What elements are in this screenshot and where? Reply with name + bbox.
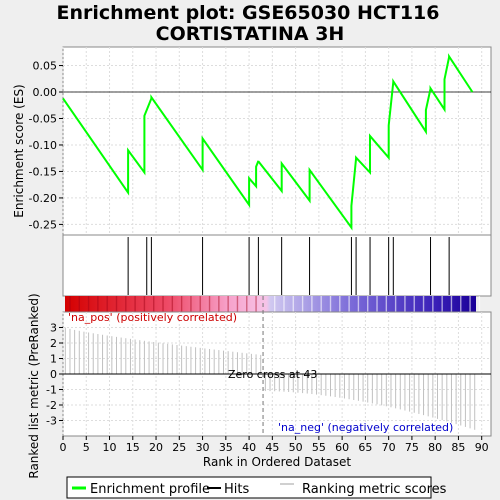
es-y-ticks: 0.05 0.00 -0.05 -0.10 -0.15 -0.20 -0.25 [29, 60, 63, 231]
es-tick-label: -0.25 [29, 218, 57, 231]
x-tick-label: 35 [219, 441, 233, 454]
x-tick-label: 90 [475, 441, 489, 454]
metric-tick-label: -2 [46, 399, 57, 412]
x-tick-label: 85 [451, 441, 465, 454]
x-tick-label: 50 [289, 441, 303, 454]
enrichment-profile-line [62, 53, 474, 231]
es-plot-area [62, 46, 492, 236]
x-tick-label: 75 [405, 441, 419, 454]
es-tick-label: 0.00 [33, 86, 58, 99]
legend-box [66, 476, 432, 499]
legend: Enrichment profile Hits Ranking metric s… [66, 476, 447, 499]
metric-tick-label: -3 [46, 415, 57, 428]
legend-enrichment-label: Enrichment profile [90, 482, 210, 497]
es-tick-label: -0.10 [29, 139, 57, 152]
x-tick-label: 45 [265, 441, 279, 454]
x-tick-label: 80 [428, 441, 442, 454]
x-tick-label: 20 [149, 441, 163, 454]
metric-tick-label: 0 [50, 368, 57, 381]
hits-lines [127, 237, 450, 295]
chart-title-line-1: Enrichment plot: GSE65030 HCT116 [57, 2, 440, 24]
chart-title-line-2: CORTISTATINA 3H [156, 23, 345, 45]
x-tick-label: 5 [83, 441, 90, 454]
metric-tick-label: 1 [50, 353, 57, 366]
x-tick-label: 0 [60, 441, 67, 454]
legend-hits-label: Hits [224, 482, 249, 497]
metric-tick-label: 2 [50, 337, 57, 350]
metric-tick-label: -1 [46, 384, 57, 397]
rank-color-stripes [69, 296, 481, 312]
pos-correlated-label: 'na_pos' (positively correlated) [68, 311, 237, 324]
zero-cross-label: Zero cross at 43 [228, 368, 317, 381]
x-tick-label: 15 [126, 441, 140, 454]
metric-y-axis-label: Ranked list metric (PreRanked) [27, 293, 41, 478]
es-tick-label: 0.05 [33, 60, 58, 73]
es-grid [62, 47, 491, 235]
x-tick-label: 65 [358, 441, 372, 454]
ranking-metric-bars [64, 327, 476, 430]
x-tick-label: 10 [103, 441, 117, 454]
neg-correlated-label: 'na_neg' (negatively correlated) [278, 421, 453, 434]
x-tick-label: 30 [196, 441, 210, 454]
es-y-axis-label: Enrichment score (ES) [12, 84, 26, 217]
hits-panel [62, 234, 492, 297]
x-axis-label: Rank in Ordered Dataset [203, 455, 351, 469]
x-tick-label: 60 [335, 441, 349, 454]
es-tick-label: -0.15 [29, 165, 57, 178]
legend-metric-label: Ranking metric scores [302, 482, 447, 497]
metric-y-ticks: 3 2 1 0 -1 -2 -3 [46, 322, 63, 428]
x-tick-label: 70 [382, 441, 396, 454]
es-tick-label: -0.20 [29, 192, 57, 205]
x-tick-label: 25 [172, 441, 186, 454]
rank-color-bar [65, 296, 476, 312]
es-tick-label: -0.05 [29, 112, 57, 125]
x-tick-label: 40 [242, 441, 256, 454]
x-tick-label: 55 [312, 441, 326, 454]
metric-tick-label: 3 [50, 322, 57, 335]
x-axis-ticks: 0 5 10 15 20 25 30 35 40 45 50 55 60 65 70 75 80 85 90 [60, 436, 489, 454]
